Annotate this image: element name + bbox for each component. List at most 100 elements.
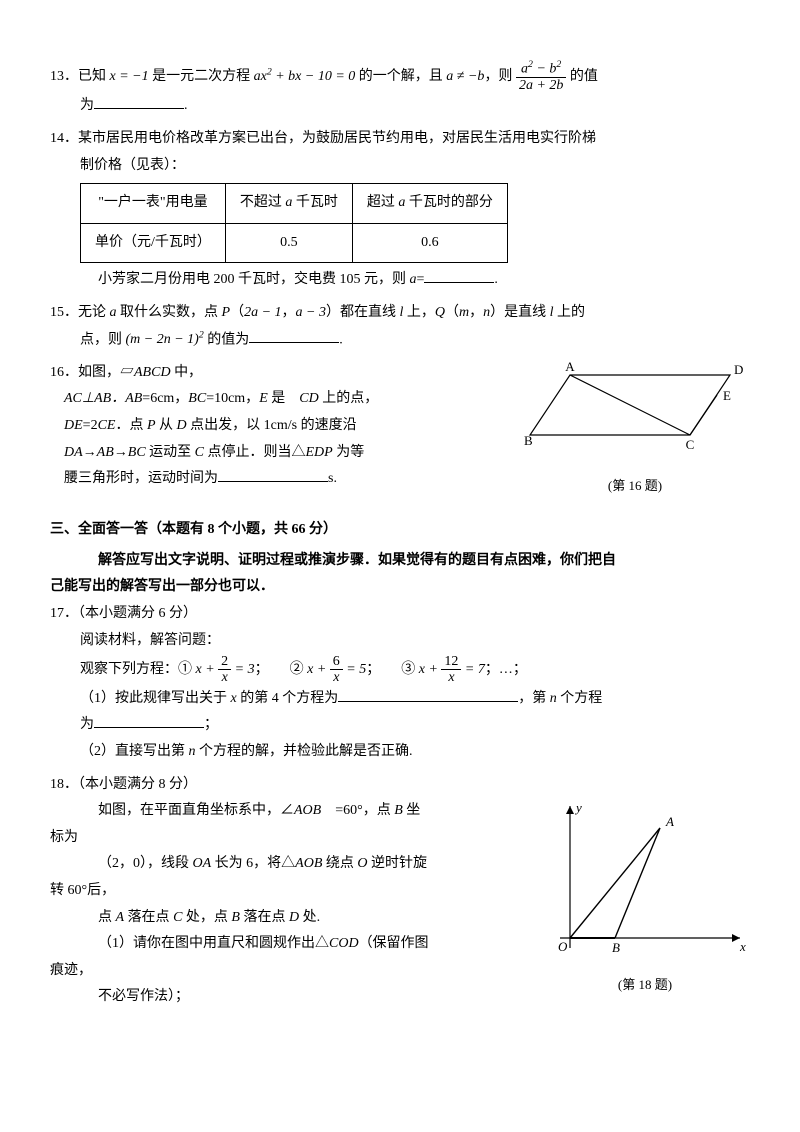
t: DE [64,418,83,433]
t: n [189,744,196,759]
q16-text: 16．如图，▱ABCD 中， AC⊥AB．AB=6cm，BC=10cm，E 是 … [50,360,510,493]
label-E: E [723,388,731,403]
t: (m − 2n − 1) [126,332,199,347]
q16-number: 16． [50,365,78,380]
t: 逆时针旋 [368,856,428,871]
q16-figure: A D B C E (第 16 题) [510,360,750,499]
t: CE [98,418,116,433]
t: ABCD [134,365,171,380]
cell: 0.5 [225,223,352,263]
t: . [494,272,498,287]
blank-q14[interactable] [424,268,494,283]
q16-l4: DA→AB→BC 运动至 C 点停止．则当△EDP 为等 [50,440,510,467]
t: AOB [295,856,322,871]
t: 2a − 1 [244,305,281,320]
t: 处. [299,910,320,925]
q16-l2: AC⊥AB．AB=6cm，BC=10cm，E 是 CD 上的点， [50,386,510,413]
label-A: A [565,360,575,374]
t: 上的点， [319,391,379,406]
q18-number: 18． [50,777,78,792]
q13-eq3: a ≠ −b [446,69,484,84]
t: EDP [306,445,333,460]
t: x [218,670,231,685]
blank-q15[interactable] [249,328,339,343]
t: Q [435,305,445,320]
q14-t1: 某市居民用电价格改革方案已出台，为鼓励居民节约用电，对居民生活用电实行阶梯 [78,131,596,146]
frac: 2x [218,654,231,686]
t: P [222,305,231,320]
q18-l4: （1）请你在图中用直尺和圆规作出△COD（保留作图 [50,931,530,958]
t: ； ③ [366,662,419,677]
q18-l3: 点 A 落在点 C 处，点 B 落在点 D 处. [50,905,530,932]
t: （2）直接写出第 [80,744,189,759]
t: CD [299,391,318,406]
t: 绕点 [322,856,357,871]
parallelogram-diagram: A D B C E [520,360,750,460]
t: x + [196,662,219,677]
q17-title: （本小题满分 6 分） [78,606,197,621]
t: − b [533,62,556,77]
t: 落在点 [240,910,289,925]
t: a [410,272,417,287]
t: 己能写出的解答写出一部分也可以． [50,579,274,594]
t: 2a + 2b [516,78,566,93]
t: ）是直线 [490,305,550,320]
t: 千瓦时 [292,195,338,210]
cell: 超过 a 千瓦时的部分 [352,184,507,224]
q18-figure: O B A x y (第 18 题) [530,798,750,997]
q17-l5: （2）直接写出第 n 个方程的解，并检验此解是否正确. [50,739,750,766]
t: a [521,62,528,77]
q18-text: 如图，在平面直角坐标系中，∠AOB =60°，点 B 坐 标为 （2，0），线段… [50,798,530,1011]
label-D: D [734,362,743,377]
q13-t: 已知 [78,69,110,84]
q15-line2: 点，则 (m − 2n − 1)2 的值为. [50,327,750,354]
label-x: x [739,939,746,954]
cell: 单价（元/千瓦时） [81,223,226,263]
blank-q17b[interactable] [94,713,204,728]
blank-q16[interactable] [218,467,328,482]
t: OA [193,856,212,871]
q13-t: 是一元二次方程 [149,69,254,84]
t: 如图，在平面直角坐标系中，∠ [98,803,294,818]
q14-table: "一户一表"用电量 不超过 a 千瓦时 超过 a 千瓦时的部分 单价（元/千瓦时… [80,183,508,263]
blank-q13[interactable] [94,94,184,109]
t: 无论 [78,305,110,320]
blank-q17a[interactable] [338,686,518,701]
t: 处，点 [182,910,231,925]
t: 运动至 [146,445,195,460]
t: 小芳家二月份用电 200 千瓦时，交电费 105 元，则 [98,272,410,287]
t: 中， [171,365,203,380]
t: （1）请你在图中用直尺和圆规作出△ [98,936,329,951]
q16-l5: 腰三角形时，运动时间为s. [50,466,510,493]
q13-t: ，则 [484,69,516,84]
cell: "一户一表"用电量 [81,184,226,224]
t: 个方程 [557,691,603,706]
frac: 12x [441,654,461,686]
t: a [110,305,117,320]
t: 点停止．则当△ [204,445,306,460]
t: E [259,391,268,406]
t: . [339,332,343,347]
question-14: 14．某市居民用电价格改革方案已出台，为鼓励居民节约用电，对居民生活用电实行阶梯… [50,126,750,294]
t: 解答应写出文字说明、证明过程或推演步骤．如果觉得有的题目有点困难，你们把自 [98,553,616,568]
t: 观察下列方程：① [80,662,196,677]
label-C: C [686,437,695,452]
t: BC [188,391,206,406]
q13-fraction: a2 − b22a + 2b [516,60,566,93]
t: B [231,910,240,925]
t: ； [204,717,218,732]
t: 点 [98,910,116,925]
t: =10cm， [206,391,259,406]
t: （2，0），线段 [98,856,193,871]
t: + bx − 10 = 0 [272,69,356,84]
t: C [195,445,204,460]
t: A [116,910,125,925]
t: m [459,305,469,320]
q17-number: 17． [50,606,78,621]
cell: 0.6 [352,223,507,263]
label-B: B [524,433,533,448]
t: 12 [441,654,461,670]
t: AOB [294,803,335,818]
t: 的值为 [204,332,250,347]
t: x [330,670,343,685]
